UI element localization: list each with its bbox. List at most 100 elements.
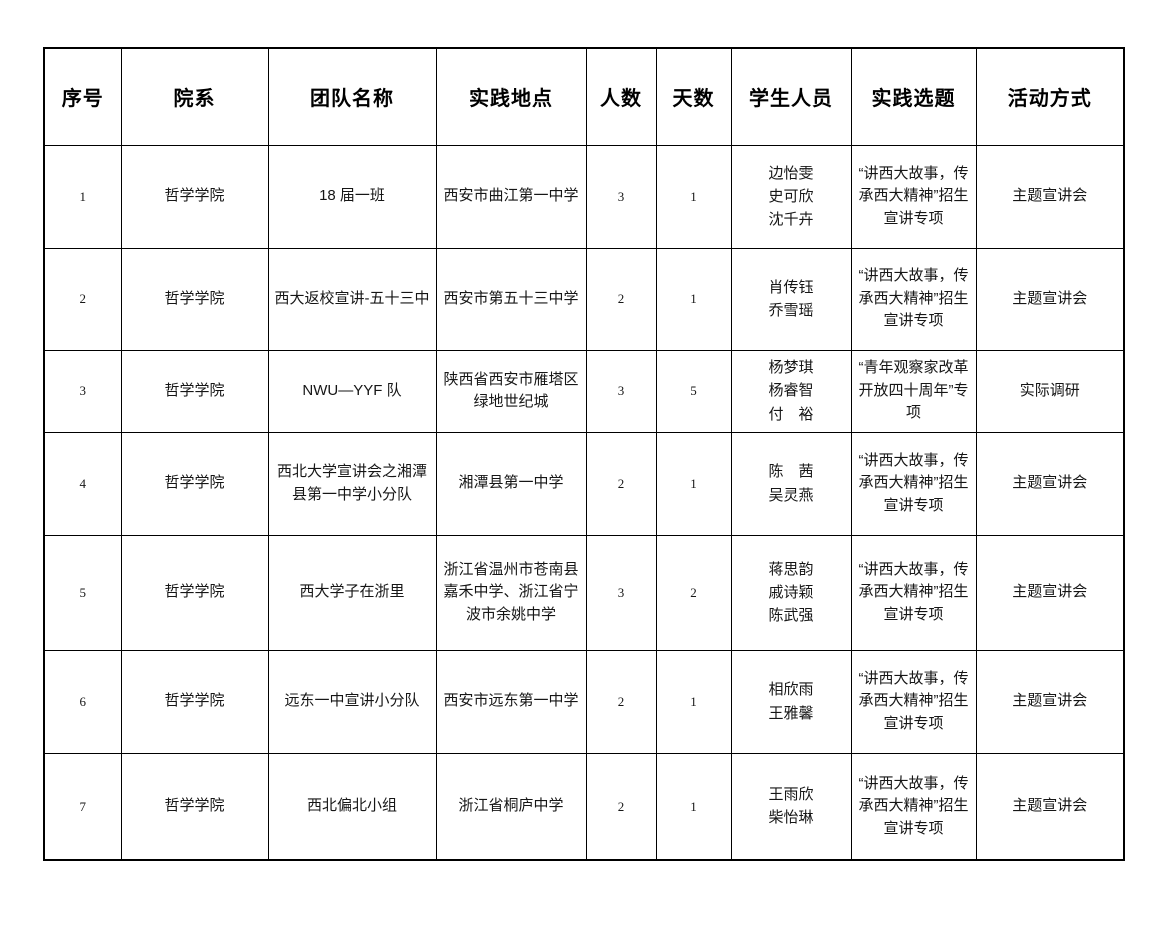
- cell-students: 王雨欣 柴怡琳: [730, 752, 852, 861]
- cell-people-count: 2: [585, 247, 657, 351]
- cell-students: 陈 茜吴灵燕: [730, 431, 852, 536]
- cell-index: 7: [43, 752, 122, 861]
- column-header: 活动方式: [975, 47, 1125, 146]
- column-header: 院系: [120, 47, 269, 146]
- cell-team-name: 西北大学宣讲会之湘潭县第一中学小分队: [267, 431, 437, 536]
- table-row: 3 哲学学院 NWU—YYF 队 陕西省西安市雁塔区绿地世纪城 3 5 杨梦琪杨…: [43, 349, 1125, 433]
- student-name: 蒋思韵: [768, 560, 814, 578]
- cell-location: 西安市第五十三中学: [435, 247, 587, 351]
- student-name: 戚诗颖: [768, 583, 814, 601]
- cell-days: 1: [655, 247, 732, 351]
- cell-team-name: 远东一中宣讲小分队: [267, 649, 437, 754]
- cell-activity: 主题宣讲会: [975, 752, 1125, 861]
- cell-people-count: 2: [585, 649, 657, 754]
- student-name: 柴怡琳: [768, 809, 814, 827]
- table-row: 4 哲学学院 西北大学宣讲会之湘潭县第一中学小分队 湘潭县第一中学 2 1 陈 …: [43, 431, 1125, 536]
- column-header: 序号: [43, 47, 122, 146]
- cell-students: 相欣雨 王雅馨: [730, 649, 852, 754]
- cell-topic: “讲西大故事，传承西大精神”招生宣讲专项: [850, 649, 977, 754]
- cell-people-count: 3: [585, 144, 657, 249]
- cell-people-count: 2: [585, 752, 657, 861]
- cell-team-name: 西大返校宣讲-五十三中: [267, 247, 437, 351]
- cell-location: 浙江省温州市苍南县嘉禾中学、浙江省宁波市余姚中学: [435, 534, 587, 651]
- student-name: 史可欣: [768, 187, 814, 205]
- cell-people-count: 3: [585, 349, 657, 433]
- cell-department: 哲学学院: [120, 349, 269, 433]
- cell-team-name: 西北偏北小组: [267, 752, 437, 861]
- column-header: 人数: [585, 47, 657, 146]
- student-name: 陈 茜: [768, 463, 814, 481]
- student-name: 杨梦琪: [768, 359, 814, 377]
- student-name: 王雅馨: [768, 704, 814, 722]
- document-page: 序号 院系 团队名称 实践地点 人数 天数 学生人员 实践选题 活动方式 1 哲学学院 18 届…: [0, 47, 1164, 941]
- cell-department: 哲学学院: [120, 752, 269, 861]
- cell-people-count: 3: [585, 534, 657, 651]
- cell-activity: 主题宣讲会: [975, 534, 1125, 651]
- table-row: 5 哲学学院 西大学子在浙里 浙江省温州市苍南县嘉禾中学、浙江省宁波市余姚中学 …: [43, 534, 1125, 651]
- cell-activity: 主题宣讲会: [975, 247, 1125, 351]
- student-name: 王雨欣: [768, 786, 814, 803]
- cell-students: 杨梦琪 杨睿智付 裕: [730, 349, 852, 433]
- column-header: 团队名称: [267, 47, 437, 146]
- student-name: 相欣雨: [768, 681, 814, 699]
- practice-teams-table: 序号 院系 团队名称 实践地点 人数 天数 学生人员 实践选题 活动方式 1 哲学学院 18 届…: [43, 47, 1125, 861]
- table-row: 2 哲学学院 西大返校宣讲-五十三中 西安市第五十三中学 2 1 肖传钰 乔雪瑶 …: [43, 247, 1125, 351]
- cell-location: 浙江省桐庐中学: [435, 752, 587, 861]
- cell-index: 3: [43, 349, 122, 433]
- cell-people-count: 2: [585, 431, 657, 536]
- cell-days: 1: [655, 431, 732, 536]
- cell-department: 哲学学院: [120, 649, 269, 754]
- student-name: 吴灵燕: [768, 486, 814, 504]
- student-name: 付 裕: [768, 405, 814, 423]
- cell-days: 2: [655, 534, 732, 651]
- cell-index: 1: [43, 144, 122, 249]
- table-body: 1 哲学学院 18 届一班 西安市曲江第一中学 3 1 边怡雯史可欣沈千卉 “讲…: [43, 144, 1125, 861]
- student-name: 边怡雯: [768, 164, 814, 182]
- cell-department: 哲学学院: [120, 534, 269, 651]
- student-name: 杨睿智: [768, 382, 814, 400]
- cell-index: 6: [43, 649, 122, 754]
- cell-location: 西安市曲江第一中学: [435, 144, 587, 249]
- cell-topic: “讲西大故事，传承西大精神”招生宣讲专项: [850, 534, 977, 651]
- cell-students: 蒋思韵 戚诗颖 陈武强: [730, 534, 852, 651]
- cell-days: 1: [655, 144, 732, 249]
- cell-department: 哲学学院: [120, 144, 269, 249]
- cell-team-name: 18 届一班: [267, 144, 437, 249]
- cell-location: 陕西省西安市雁塔区绿地世纪城: [435, 349, 587, 433]
- cell-topic: “讲西大故事，传承西大精神”招生宣讲专项: [850, 144, 977, 249]
- cell-department: 哲学学院: [120, 247, 269, 351]
- student-name: 乔雪瑶: [768, 302, 814, 319]
- cell-team-name: 西大学子在浙里: [267, 534, 437, 651]
- column-header: 实践地点: [435, 47, 587, 146]
- cell-topic: “讲西大故事，传承西大精神”招生宣讲专项: [850, 752, 977, 861]
- column-header: 实践选题: [850, 47, 977, 146]
- cell-index: 2: [43, 247, 122, 351]
- cell-team-name: NWU—YYF 队: [267, 349, 437, 433]
- cell-days: 5: [655, 349, 732, 433]
- cell-activity: 实际调研: [975, 349, 1125, 433]
- cell-activity: 主题宣讲会: [975, 431, 1125, 536]
- cell-days: 1: [655, 752, 732, 861]
- cell-days: 1: [655, 649, 732, 754]
- student-name: 陈武强: [768, 607, 814, 625]
- column-header: 学生人员: [730, 47, 852, 146]
- student-name: 肖传钰: [768, 278, 814, 296]
- cell-topic: “青年观察家改革开放四十周年”专项: [850, 349, 977, 433]
- cell-students: 边怡雯 史可欣 沈千卉: [730, 144, 852, 249]
- cell-location: 湘潭县第一中学: [435, 431, 587, 536]
- cell-index: 5: [43, 534, 122, 651]
- cell-index: 4: [43, 431, 122, 536]
- cell-topic: “讲西大故事，传承西大精神”招生宣讲专项: [850, 431, 977, 536]
- cell-topic: “讲西大故事，传承西大精神”招生宣讲专项: [850, 247, 977, 351]
- cell-location: 西安市远东第一中学: [435, 649, 587, 754]
- cell-activity: 主题宣讲会: [975, 649, 1125, 754]
- column-header: 天数: [655, 47, 732, 146]
- table-row: 7 哲学学院 西北偏北小组 浙江省桐庐中学 2 1 王雨欣柴怡琳 “讲西大故事，…: [43, 752, 1125, 861]
- cell-activity: 主题宣讲会: [975, 144, 1125, 249]
- table-row: 6 哲学学院 远东一中宣讲小分队 西安市远东第一中学 2 1 相欣雨王雅馨 “讲…: [43, 649, 1125, 754]
- cell-department: 哲学学院: [120, 431, 269, 536]
- table-row: 1 哲学学院 18 届一班 西安市曲江第一中学 3 1 边怡雯史可欣沈千卉 “讲…: [43, 144, 1125, 249]
- student-name: 沈千卉: [768, 211, 814, 229]
- header-row: 序号 院系 团队名称 实践地点 人数 天数 学生人员 实践选题 活动方式: [43, 47, 1125, 146]
- cell-students: 肖传钰 乔雪瑶: [730, 247, 852, 351]
